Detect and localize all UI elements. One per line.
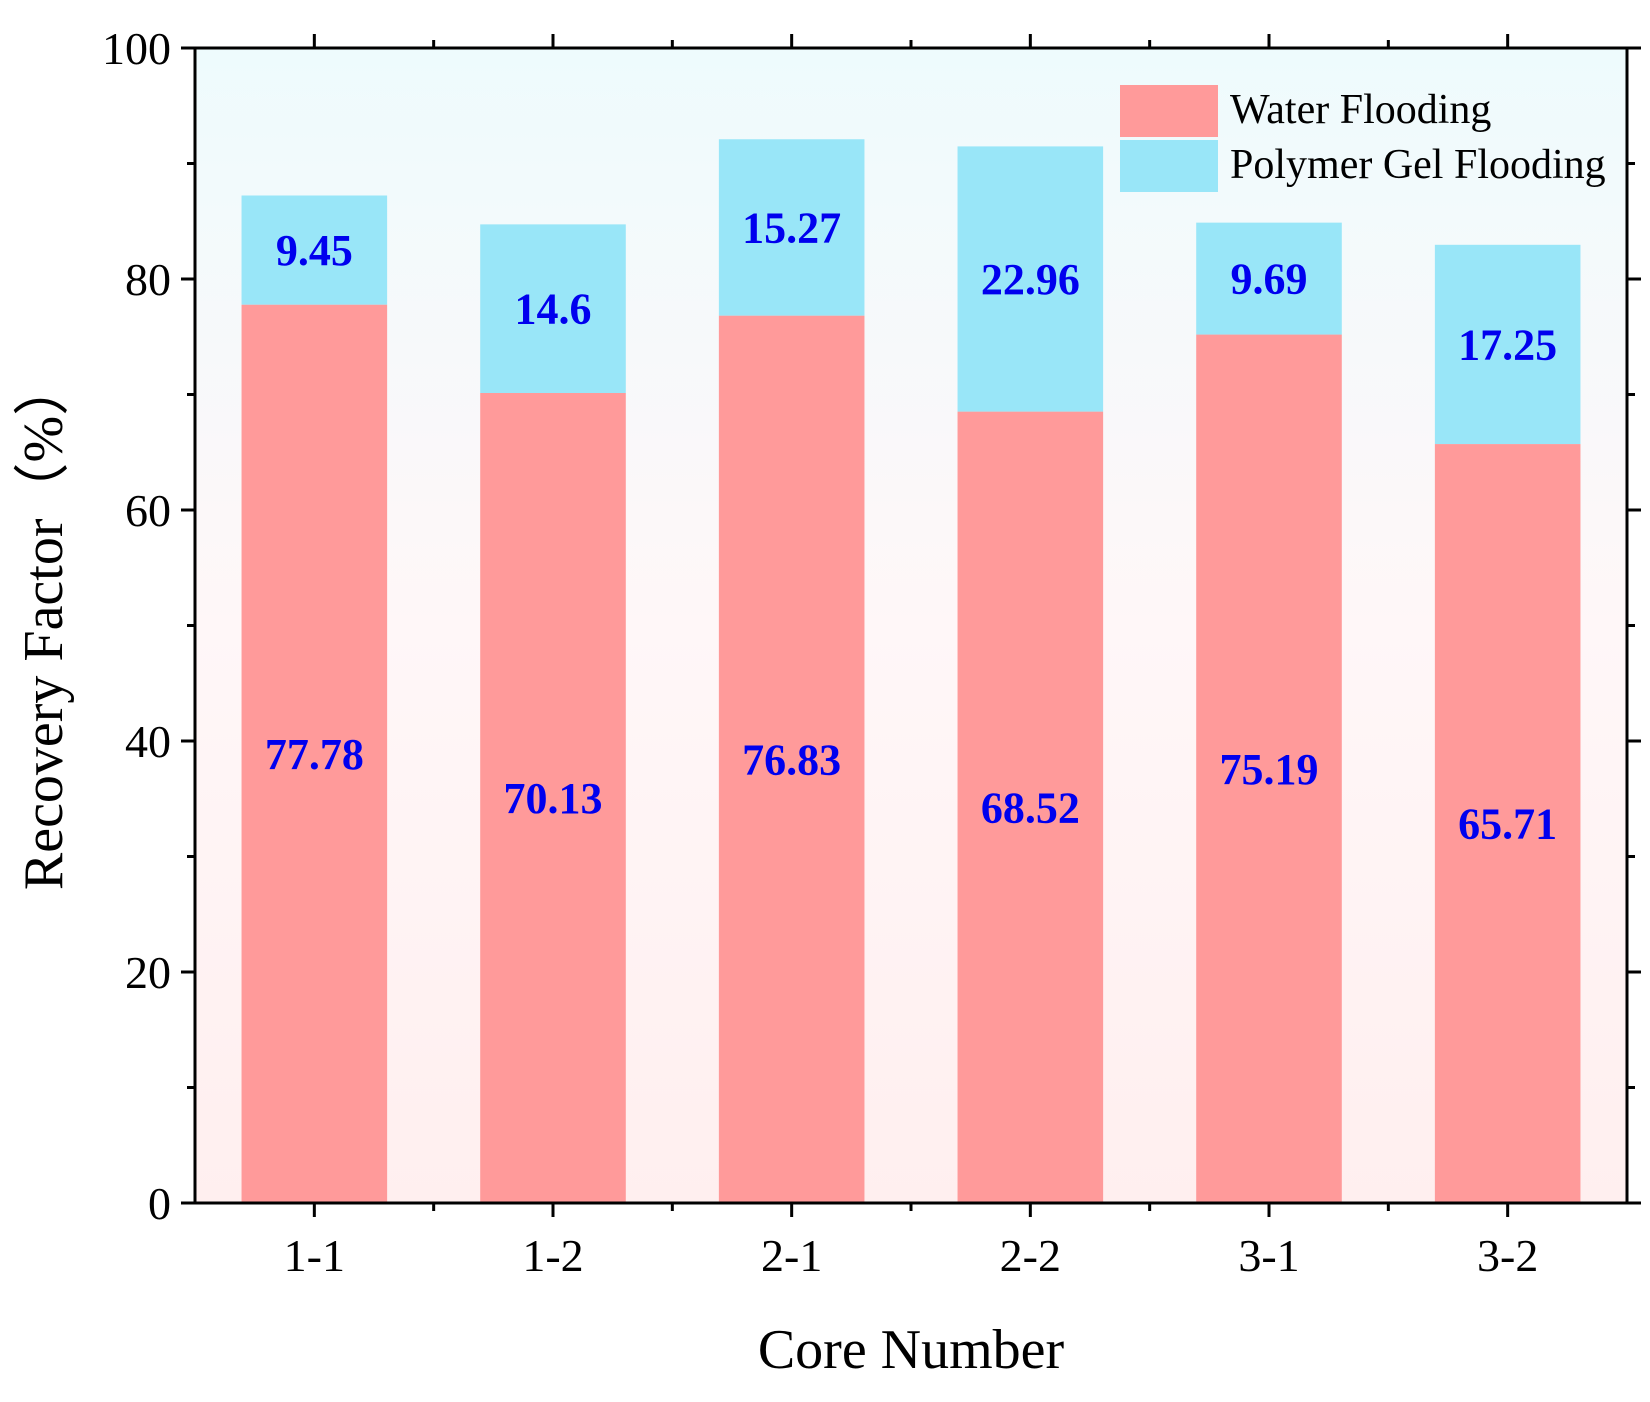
x-tick-label-1-1: 1-1 — [284, 1230, 345, 1281]
bar-water-3-1 — [1196, 334, 1342, 1203]
x-tick-label-3-2: 3-2 — [1477, 1230, 1538, 1281]
data-label-water-3-1: 75.19 — [1220, 745, 1319, 794]
data-label-gel-3-2: 17.25 — [1458, 320, 1557, 369]
data-label-water-1-2: 70.13 — [504, 774, 603, 823]
data-label-gel-2-2: 22.96 — [981, 255, 1080, 304]
x-tick-label-3-1: 3-1 — [1238, 1230, 1299, 1281]
y-axis-title: Recovery Factor（%） — [13, 360, 75, 890]
legend-label-polymer-gel-flooding: Polymer Gel Flooding — [1230, 142, 1606, 188]
data-label-gel-2-1: 15.27 — [742, 203, 841, 252]
bar-water-2-2 — [957, 411, 1104, 1203]
data-label-water-2-2: 68.52 — [981, 783, 1080, 832]
bar-water-2-1 — [718, 315, 865, 1203]
bars-group — [241, 139, 1581, 1203]
legend-swatch-water-flooding — [1120, 85, 1218, 137]
data-label-water-3-2: 65.71 — [1458, 800, 1557, 849]
bar-water-1-1 — [241, 304, 388, 1203]
y-tick-label: 40 — [125, 716, 171, 767]
y-tick-label: 20 — [125, 947, 171, 998]
legend: Water Flooding Polymer Gel Flooding — [1120, 85, 1606, 192]
bar-gel-3-2 — [1434, 244, 1581, 445]
data-label-gel-1-2: 14.6 — [515, 285, 592, 334]
bar-water-1-2 — [480, 392, 626, 1203]
legend-swatch-polymer-gel-flooding — [1120, 140, 1218, 192]
data-label-gel-1-1: 9.45 — [276, 226, 353, 275]
data-label-gel-3-1: 9.69 — [1231, 255, 1308, 304]
bar-gel-3-1 — [1196, 222, 1342, 335]
x-tick-label-2-1: 2-1 — [761, 1230, 822, 1281]
axes-group: 0 20 40 60 80 100 1-1 1-2 2-1 2-2 3-1 3-2 — [102, 23, 1641, 1281]
data-label-water-1-1: 77.78 — [265, 730, 364, 779]
bar-water-3-2 — [1434, 444, 1581, 1203]
bar-gel-1-1 — [241, 195, 388, 305]
bar-gel-2-1 — [718, 139, 865, 316]
plot-background — [195, 48, 1627, 1203]
x-tick-label-1-2: 1-2 — [522, 1230, 583, 1281]
x-axis-title: Core Number — [758, 1319, 1065, 1381]
bar-gel-1-2 — [480, 224, 626, 393]
x-tick-label-2-2: 2-2 — [1000, 1230, 1061, 1281]
bar-labels-group: 77.78 9.45 70.13 14.6 76.83 15.27 68.52 22.96 75… — [265, 203, 1557, 848]
y-tick-label: 0 — [148, 1178, 171, 1229]
y-tick-label: 60 — [125, 485, 171, 536]
data-label-water-2-1: 76.83 — [742, 735, 841, 784]
y-tick-label: 80 — [125, 254, 171, 305]
legend-label-water-flooding: Water Flooding — [1230, 87, 1491, 133]
y-tick-label: 100 — [102, 23, 171, 74]
bar-gel-2-2 — [957, 146, 1104, 412]
